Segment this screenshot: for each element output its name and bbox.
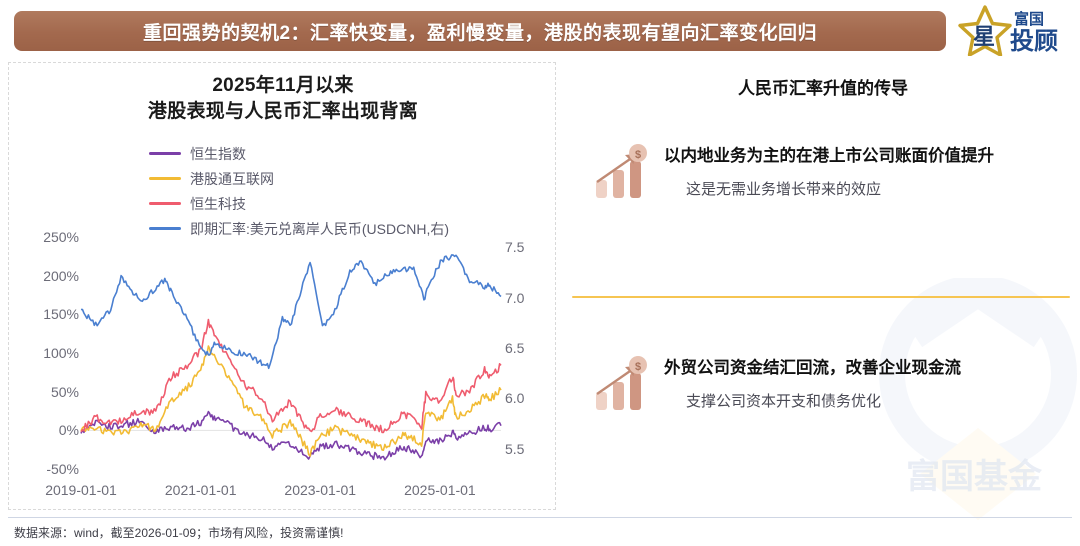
y-axis-left-tick-3: 100% [43,345,79,361]
chart-card: 2025年11月以来 港股表现与人民币汇率出现背离 恒生指数港股通互联网 恒生科技… [8,62,556,510]
legend-label-0: 恒生指数 [190,145,246,162]
transmission-block-2-title: 外贸公司资金结汇回流，改善企业现金流 [664,359,961,377]
legend-item-2[interactable]: 恒生科技 [149,191,449,216]
transmission-block-2: $ 外贸公司资金结汇回流，改善企业现金流 支撑公司资本开支和债务优化 [566,352,1080,418]
y-axis-left-tick-0: 250% [43,229,79,245]
x-axis-tick-2: 2023-01-01 [284,482,357,498]
logo-brand-top: 富国 [1014,10,1044,28]
transmission-block-1-subtitle: 这是无需业务增长带来的效应 [686,181,882,198]
series-line-2 [80,318,502,434]
y-axis-right-tick-3: 6.0 [505,390,525,407]
y-axis-right-tick-2: 6.5 [505,339,525,356]
title-bar: 重回强势的契机2：汇率快变量，盈利慢变量，港股的表现有望向汇率变化回归 [14,11,946,51]
chart-title-line2: 港股表现与人民币汇率出现背离 [147,101,419,122]
transmission-block-2-text: 外贸公司资金结汇回流，改善企业现金流 支撑公司资本开支和债务优化 [664,355,961,415]
chart-svg [80,254,502,461]
star-icon [958,5,1012,56]
svg-text:$: $ [635,149,641,161]
transmission-block-2-subtitle: 支撑公司资本开支和债务优化 [686,393,882,410]
chart-title: 2025年11月以来 港股表现与人民币汇率出现背离 [9,73,557,125]
logo-star-char: 星 [973,24,995,49]
footer-source-note: 数据来源：wind，截至2026-01-09；市场有风险，投资需谨慎! [14,526,344,540]
right-panel: 人民币汇率升值的传导 $ 以内地业务为主的在港上市公司账面价值提升 这是无需业务… [566,62,1080,510]
y-axis-right-tick-4: 5.5 [505,440,525,457]
y-axis-right-tick-1: 7.0 [505,289,525,306]
chart-legend: 恒生指数港股通互联网 恒生科技即期汇率:美元兑离岸人民币(USDCNH,右) [149,141,449,241]
series-line-1 [80,345,502,457]
legend-label-3: 即期汇率:美元兑离岸人民币(USDCNH,右) [190,220,449,237]
y-axis-right-tick-0: 7.5 [505,239,525,256]
panel-divider [572,296,1070,298]
transmission-block-1-text: 以内地业务为主的在港上市公司账面价值提升 这是无需业务增长带来的效应 [664,143,994,203]
legend-label-2: 恒生科技 [190,195,246,212]
brand-logo: 星 富国 投顾 [958,5,1058,56]
bar-chart-growth-dollar-icon: $ [596,144,647,198]
page-title: 重回强势的契机2：汇率快变量，盈利慢变量，港股的表现有望向汇率变化回归 [142,22,818,44]
logo-brand-bottom: 投顾 [1010,28,1058,55]
legend-label-1: 港股通互联网 [190,170,274,187]
x-axis-tick-3: 2025-01-01 [404,482,476,498]
y-axis-left-tick-5: 0% [58,422,79,439]
legend-swatch-1 [149,177,181,180]
header: 重回强势的契机2：汇率快变量，盈利慢变量，港股的表现有望向汇率变化回归 星 富国… [0,0,1080,60]
x-axis-tick-1: 2021-01-01 [164,482,237,498]
y-axis-left-tick-1: 200% [43,267,79,284]
transmission-block-1: $ 以内地业务为主的在港上市公司账面价值提升 这是无需业务增长带来的效应 [566,140,1080,206]
chart-title-line1: 2025年11月以来 [212,75,354,96]
panel-heading: 人民币汇率升值的传导 [738,79,908,98]
transmission-block-1-title: 以内地业务为主的在港上市公司账面价值提升 [664,147,994,165]
series-line-0 [80,410,502,461]
legend-item-3[interactable]: 即期汇率:美元兑离岸人民币(USDCNH,右) [149,216,449,241]
y-axis-left-tick-6: -50% [46,461,79,477]
svg-text:$: $ [635,361,641,373]
series-line-3 [80,254,502,370]
x-axis-tick-0: 2019-01-01 [45,482,117,498]
footer-divider [8,517,1072,518]
bar-chart-growth-dollar-icon: $ [596,356,647,410]
legend-swatch-2 [149,202,181,205]
legend-swatch-3 [149,227,181,230]
chart-plot-area: 250% 200% 150% 100% 50% 0% -50% 7.5 7.0 6.5 6.0 5.5… [9,229,557,511]
legend-item-0[interactable]: 恒生指数 [149,141,449,166]
legend-item-1[interactable]: 港股通互联网 [149,166,449,191]
legend-swatch-0 [149,152,181,155]
y-axis-left-tick-2: 150% [43,306,79,323]
y-axis-left-tick-4: 50% [50,383,79,400]
